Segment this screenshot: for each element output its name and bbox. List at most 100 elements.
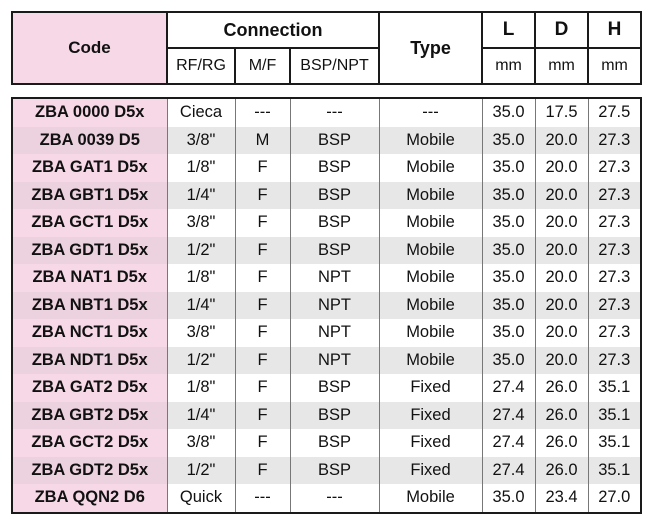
cell-h: 35.1 bbox=[587, 429, 642, 457]
cell-type: Mobile bbox=[378, 319, 483, 347]
cell-bsp-npt: BSP bbox=[289, 429, 380, 457]
cell-bsp-npt: --- bbox=[289, 98, 380, 127]
cell-code: ZBA GBT1 D5x bbox=[11, 181, 168, 209]
cell-d: 26.0 bbox=[534, 456, 589, 484]
cell-h: 27.3 bbox=[587, 236, 642, 264]
cell-rf-rg: 1/4" bbox=[166, 291, 236, 319]
header-rf-rg: RF/RG bbox=[166, 47, 236, 85]
table-row: ZBA GBT2 D5x 1/4" F BSP Fixed 27.4 26.0 35.1 bbox=[11, 401, 642, 429]
cell-m-f: F bbox=[234, 401, 291, 429]
cell-l: 35.0 bbox=[481, 319, 536, 347]
table-row: ZBA QQN2 D6 Quick --- --- Mobile 35.0 23.4 27.0 bbox=[11, 484, 642, 513]
cell-d: 20.0 bbox=[534, 264, 589, 292]
table-row: ZBA GDT1 D5x 1/2" F BSP Mobile 35.0 20.0 27.3 bbox=[11, 236, 642, 264]
header-h: H bbox=[587, 11, 643, 49]
cell-m-f: --- bbox=[234, 484, 291, 513]
cell-l: 35.0 bbox=[481, 209, 536, 237]
header-unit-d: mm bbox=[534, 47, 590, 85]
cell-type: Mobile bbox=[378, 484, 483, 513]
cell-d: 20.0 bbox=[534, 209, 589, 237]
cell-type: Fixed bbox=[378, 456, 483, 484]
cell-d: 26.0 bbox=[534, 429, 589, 457]
cell-rf-rg: 1/8" bbox=[166, 374, 236, 402]
cell-l: 35.0 bbox=[481, 291, 536, 319]
cell-type: Mobile bbox=[378, 264, 483, 292]
cell-m-f: F bbox=[234, 429, 291, 457]
cell-bsp-npt: BSP bbox=[289, 374, 380, 402]
table-row: ZBA NAT1 D5x 1/8" F NPT Mobile 35.0 20.0 27.3 bbox=[11, 264, 642, 292]
table-row: ZBA GDT2 D5x 1/2" F BSP Fixed 27.4 26.0 35.1 bbox=[11, 456, 642, 484]
cell-bsp-npt: BSP bbox=[289, 154, 380, 182]
cell-code: ZBA NCT1 D5x bbox=[11, 319, 168, 347]
cell-h: 27.3 bbox=[587, 209, 642, 237]
cell-d: 17.5 bbox=[534, 98, 589, 127]
cell-rf-rg: 3/8" bbox=[166, 209, 236, 237]
cell-code: ZBA GDT2 D5x bbox=[11, 456, 168, 484]
cell-code: ZBA 0000 D5x bbox=[11, 98, 168, 127]
cell-l: 35.0 bbox=[481, 264, 536, 292]
cell-d: 23.4 bbox=[534, 484, 589, 513]
cell-rf-rg: 1/2" bbox=[166, 456, 236, 484]
cell-h: 27.3 bbox=[587, 346, 642, 374]
cell-code: ZBA GDT1 D5x bbox=[11, 236, 168, 264]
cell-rf-rg: 1/4" bbox=[166, 181, 236, 209]
cell-m-f: F bbox=[234, 236, 291, 264]
cell-type: Mobile bbox=[378, 236, 483, 264]
cell-l: 27.4 bbox=[481, 374, 536, 402]
cell-l: 27.4 bbox=[481, 429, 536, 457]
cell-m-f: F bbox=[234, 181, 291, 209]
cell-m-f: F bbox=[234, 374, 291, 402]
header-l: L bbox=[481, 11, 537, 49]
spec-table-frame: Code Connection Type L D H RF/RG M/F BSP… bbox=[11, 11, 643, 513]
cell-d: 20.0 bbox=[534, 319, 589, 347]
cell-l: 35.0 bbox=[481, 98, 536, 127]
cell-bsp-npt: BSP bbox=[289, 126, 380, 154]
cell-type: Mobile bbox=[378, 209, 483, 237]
cell-code: ZBA GAT1 D5x bbox=[11, 154, 168, 182]
cell-m-f: F bbox=[234, 209, 291, 237]
cell-rf-rg: 1/8" bbox=[166, 264, 236, 292]
cell-h: 27.3 bbox=[587, 291, 642, 319]
cell-m-f: F bbox=[234, 154, 291, 182]
header-code: Code bbox=[11, 11, 168, 85]
table-body: ZBA 0000 D5x Cieca --- --- --- 35.0 17.5 27.5 ZB… bbox=[11, 97, 642, 514]
header-gap bbox=[11, 85, 640, 97]
cell-d: 26.0 bbox=[534, 401, 589, 429]
cell-h: 27.0 bbox=[587, 484, 642, 513]
table-row: ZBA 0000 D5x Cieca --- --- --- 35.0 17.5 27.5 bbox=[11, 98, 642, 127]
cell-type: --- bbox=[378, 98, 483, 127]
cell-code: ZBA 0039 D5 bbox=[11, 126, 168, 154]
cell-d: 20.0 bbox=[534, 126, 589, 154]
cell-bsp-npt: BSP bbox=[289, 209, 380, 237]
table-row: ZBA 0039 D5 3/8" M BSP Mobile 35.0 20.0 27.3 bbox=[11, 126, 642, 154]
header-unit-h: mm bbox=[587, 47, 643, 85]
cell-d: 20.0 bbox=[534, 181, 589, 209]
cell-d: 20.0 bbox=[534, 291, 589, 319]
cell-m-f: M bbox=[234, 126, 291, 154]
header-unit-l: mm bbox=[481, 47, 537, 85]
cell-type: Fixed bbox=[378, 374, 483, 402]
cell-type: Mobile bbox=[378, 154, 483, 182]
cell-h: 27.3 bbox=[587, 126, 642, 154]
cell-h: 27.5 bbox=[587, 98, 642, 127]
cell-type: Mobile bbox=[378, 291, 483, 319]
table-row: ZBA GBT1 D5x 1/4" F BSP Mobile 35.0 20.0 27.3 bbox=[11, 181, 642, 209]
cell-m-f: F bbox=[234, 264, 291, 292]
cell-code: ZBA GAT2 D5x bbox=[11, 374, 168, 402]
cell-d: 20.0 bbox=[534, 154, 589, 182]
cell-rf-rg: 1/2" bbox=[166, 236, 236, 264]
cell-l: 35.0 bbox=[481, 236, 536, 264]
cell-rf-rg: 3/8" bbox=[166, 126, 236, 154]
cell-l: 35.0 bbox=[481, 181, 536, 209]
cell-bsp-npt: NPT bbox=[289, 264, 380, 292]
cell-type: Mobile bbox=[378, 181, 483, 209]
cell-bsp-npt: BSP bbox=[289, 181, 380, 209]
cell-m-f: F bbox=[234, 291, 291, 319]
table-row: ZBA GAT2 D5x 1/8" F BSP Fixed 27.4 26.0 35.1 bbox=[11, 374, 642, 402]
cell-d: 20.0 bbox=[534, 346, 589, 374]
cell-l: 35.0 bbox=[481, 126, 536, 154]
table-header: Code Connection Type L D H RF/RG M/F BSP… bbox=[11, 11, 643, 85]
header-type: Type bbox=[378, 11, 484, 85]
cell-h: 27.3 bbox=[587, 264, 642, 292]
cell-type: Fixed bbox=[378, 401, 483, 429]
